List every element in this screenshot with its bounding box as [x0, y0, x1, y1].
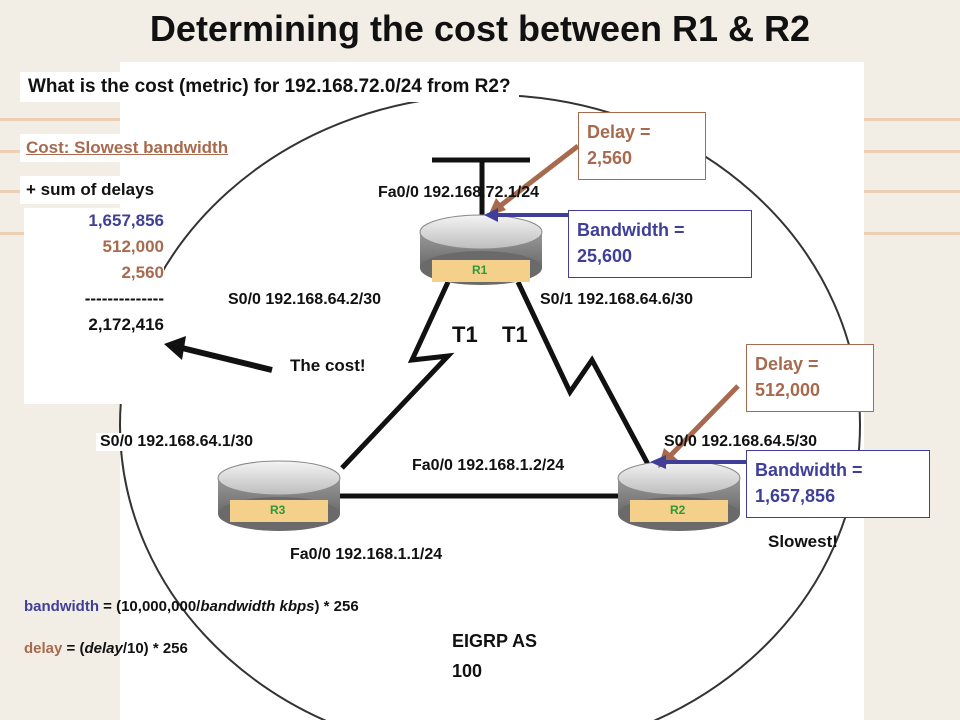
bandwidth-formula-end: ) * 256 [314, 598, 359, 615]
router-r1-label: R1 [472, 263, 488, 277]
bandwidth-formula-key: bandwidth [24, 598, 99, 615]
bw2-arrowhead [650, 455, 666, 469]
bandwidth-formula-rest: = (10,000,000/ [99, 598, 201, 615]
router-r3 [217, 460, 341, 531]
bandwidth-callout-r1: Bandwidth = 25,600 [568, 210, 752, 278]
bandwidth-callout-r1-label: Bandwidth = [577, 220, 685, 240]
delay1-arrow [498, 144, 580, 208]
router-r3-label: R3 [270, 503, 286, 517]
eigrp-as-label: EIGRP AS 100 [452, 626, 537, 686]
delay-callout-r2-label: Delay = [755, 354, 819, 374]
question-text: What is the cost (metric) for 192.168.72… [20, 72, 519, 102]
delay-callout-r2: Delay = 512,000 [746, 344, 874, 412]
eigrp-as-label-line2: 100 [452, 661, 483, 681]
delay2-arrow [668, 384, 740, 458]
delay-callout-r1-value: 2,560 [587, 148, 633, 168]
bandwidth-callout-r2: Bandwidth = 1,657,856 [746, 450, 930, 518]
link-r1-r3 [340, 280, 455, 470]
r3-s0-interface: S0/0 192.168.64.1/30 [96, 433, 258, 451]
bw1-arrowhead [484, 208, 498, 222]
cost-calculation: 1,657,856 512,000 2,560 -------------- 2… [24, 208, 164, 404]
bandwidth-formula: bandwidth = (10,000,000/bandwidth kbps) … [24, 598, 359, 615]
r1-s1-interface: S0/1 192.168.64.6/30 [540, 291, 694, 308]
bandwidth-callout-r2-value: 1,657,856 [755, 486, 836, 506]
calc-bandwidth-value: 1,657,856 [88, 211, 164, 230]
router-r2-label: R2 [670, 503, 686, 517]
r2-fa0-interface: Fa0/0 192.168.1.2/24 [412, 457, 565, 474]
r1-fa0-interface: Fa0/0 192.168.72.1/24 [378, 184, 540, 201]
delay-callout-r1: Delay = 2,560 [578, 112, 706, 180]
calc-total: 2,172,416 [88, 315, 164, 334]
delay-formula-end: /10) * 256 [122, 640, 188, 657]
t1-label-right: T1 [502, 322, 528, 347]
link-r1-r2 [515, 280, 653, 470]
router-r2 [617, 460, 741, 531]
bandwidth-callout-r2-label: Bandwidth = [755, 460, 863, 480]
cost-heading: Cost: Slowest bandwidth [20, 134, 235, 162]
delay-callout-r1-label: Delay = [587, 122, 651, 142]
r2-s0-interface: S0/0 192.168.64.5/30 [664, 433, 818, 450]
cost-arrowhead [164, 336, 186, 360]
calc-divider: -------------- [84, 289, 164, 308]
delay-formula-italic: delay [84, 640, 123, 657]
slowest-label: Slowest! [768, 532, 838, 551]
cost-subheading: + sum of delays [20, 176, 161, 204]
eigrp-as-label-line1: EIGRP AS [452, 631, 538, 651]
cost-label: The cost! [290, 356, 366, 375]
cost-arrow [181, 345, 273, 373]
bandwidth-callout-r1-value: 25,600 [577, 246, 633, 266]
bandwidth-formula-italic: bandwidth kbps [200, 598, 315, 615]
delay-formula-key: delay [24, 640, 63, 657]
delay-formula-rest: = ( [62, 640, 85, 657]
t1-label-left: T1 [452, 322, 478, 347]
r3-fa0-interface: Fa0/0 192.168.1.1/24 [290, 546, 443, 563]
router-r1 [419, 214, 543, 285]
delay-formula: delay = (delay/10) * 256 [24, 640, 188, 657]
page-title: Determining the cost between R1 & R2 [149, 8, 811, 49]
r1-s0-interface: S0/0 192.168.64.2/30 [228, 291, 382, 308]
diagram-panel [120, 62, 864, 720]
calc-delay-value-2: 2,560 [121, 263, 164, 282]
delay-callout-r2-value: 512,000 [755, 380, 821, 400]
calc-delay-value: 512,000 [102, 237, 164, 256]
